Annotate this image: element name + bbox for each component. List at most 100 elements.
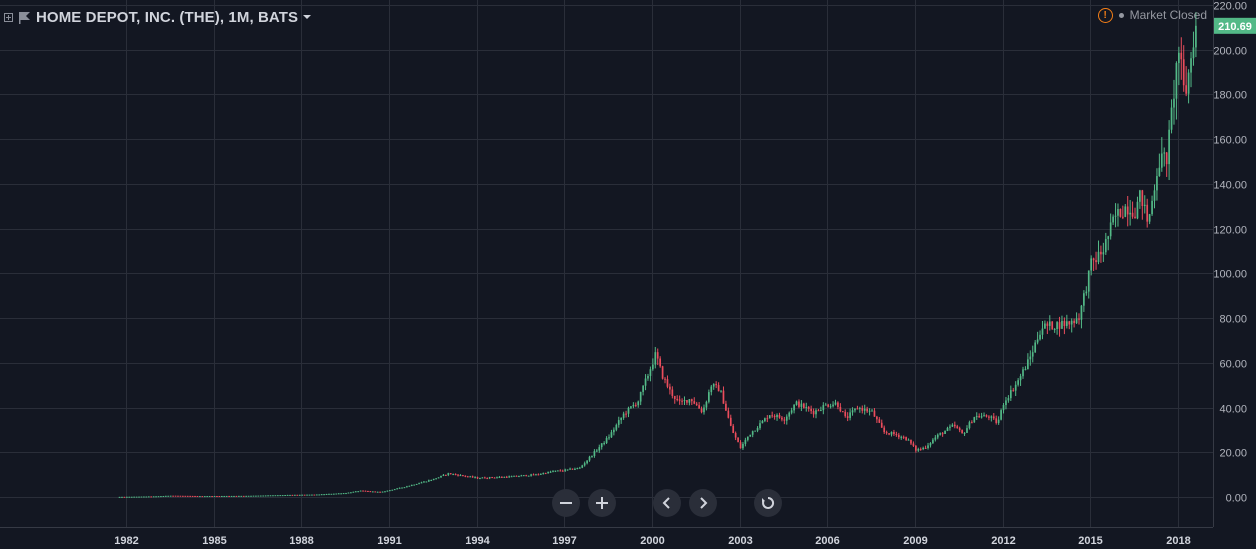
candle-body	[637, 401, 640, 406]
candle-body	[739, 442, 742, 449]
candle-body	[878, 419, 881, 423]
candle-body	[1175, 63, 1178, 99]
candle-body	[123, 496, 126, 498]
candle-body	[1129, 212, 1132, 215]
last-price-value: 210.69	[1218, 21, 1252, 33]
candle-body	[552, 471, 554, 473]
candle-body	[1107, 236, 1110, 240]
candle-body	[542, 473, 545, 475]
candle-body	[571, 468, 574, 470]
candle-body	[245, 495, 248, 497]
candle-body	[936, 434, 939, 438]
x-tick-label: 1997	[552, 535, 576, 547]
candle-body	[820, 410, 822, 412]
candle-body	[944, 430, 946, 434]
candle-body	[1153, 190, 1156, 201]
candle-body	[252, 495, 255, 497]
candle-body	[627, 407, 630, 414]
candle-body	[471, 476, 474, 478]
candle-body	[617, 420, 620, 425]
candle-body	[276, 495, 279, 497]
candle-body	[902, 436, 905, 438]
candle-body	[332, 493, 335, 495]
candle-body	[1046, 323, 1049, 326]
warning-icon[interactable]: !	[1097, 7, 1113, 23]
candle-body	[184, 495, 187, 497]
x-tick-label: 1982	[114, 535, 138, 547]
candle-body	[586, 460, 588, 464]
candle-body	[1182, 59, 1185, 86]
candle-body	[505, 476, 508, 478]
nav-spacer	[725, 489, 746, 517]
candles	[118, 12, 1197, 498]
candle-body	[233, 495, 235, 497]
candle-body	[910, 439, 912, 444]
candle-body	[430, 480, 433, 482]
candle-body	[493, 477, 496, 479]
candle-body	[1024, 369, 1027, 371]
x-tick-label: 2018	[1166, 535, 1190, 547]
candle-body	[262, 495, 265, 497]
candle-body	[722, 390, 725, 404]
candle-body	[1156, 176, 1158, 191]
reset-button[interactable]	[754, 489, 782, 517]
candle-body	[705, 401, 708, 408]
candle-body	[676, 398, 679, 400]
candle-body	[255, 495, 257, 497]
candle-body	[449, 473, 452, 475]
candle-body	[457, 474, 459, 476]
candle-body	[968, 422, 971, 429]
scroll-right-button[interactable]	[689, 489, 717, 517]
candle-body	[905, 437, 907, 440]
y-tick-label: 40.00	[1219, 404, 1247, 416]
candle-body	[1163, 152, 1166, 154]
candle-body	[518, 476, 520, 478]
candle-body	[1090, 258, 1093, 271]
candle-body	[313, 494, 316, 496]
candle-body	[530, 474, 532, 476]
candle-body	[488, 477, 491, 479]
candle-body	[1005, 400, 1007, 406]
zoom-in-button[interactable]	[588, 489, 616, 517]
candle-body	[323, 494, 325, 496]
plus-square-icon[interactable]	[4, 12, 13, 22]
candle-body	[532, 474, 535, 476]
symbol-selector[interactable]: HOME DEPOT, INC. (THE), 1M, BATS	[36, 9, 312, 26]
candle-body	[1102, 252, 1105, 255]
candle-body	[613, 429, 615, 433]
candle-body	[1009, 390, 1012, 399]
candle-body	[744, 439, 747, 444]
candle-body	[420, 482, 423, 484]
candle-body	[837, 402, 839, 407]
candle-body	[194, 495, 196, 497]
candle-body	[525, 475, 528, 477]
candle-body	[320, 494, 323, 496]
candle-body	[152, 496, 155, 498]
candle-body	[664, 378, 666, 380]
candle-body	[1058, 322, 1061, 329]
candle-body	[603, 442, 606, 444]
candle-body	[1044, 323, 1046, 329]
x-tick-label: 2003	[728, 535, 752, 547]
zoom-out-button[interactable]	[552, 489, 580, 517]
candle-body	[182, 495, 184, 497]
market-status-text: Market Closed	[1129, 8, 1207, 22]
candle-body	[591, 456, 593, 458]
candle-body	[474, 477, 476, 479]
candle-body	[1061, 321, 1063, 329]
candle-body	[133, 496, 136, 498]
candle-body	[1143, 204, 1146, 207]
candle-body	[311, 494, 313, 496]
candle-body	[238, 495, 240, 497]
y-tick-label: 180.00	[1213, 90, 1247, 102]
candle-body	[615, 424, 618, 430]
candle-body	[983, 415, 985, 417]
flag-icon[interactable]	[19, 11, 30, 24]
candle-body	[189, 495, 192, 497]
scroll-left-button[interactable]	[653, 489, 681, 517]
candle-body	[595, 450, 598, 452]
nav-spacer	[624, 489, 645, 517]
candle-body	[415, 483, 418, 485]
candle-body	[296, 494, 299, 496]
